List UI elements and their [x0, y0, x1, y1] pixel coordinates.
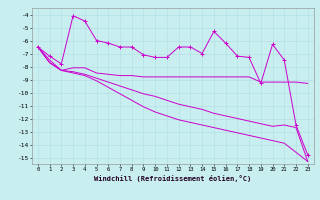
X-axis label: Windchill (Refroidissement éolien,°C): Windchill (Refroidissement éolien,°C) — [94, 175, 252, 182]
